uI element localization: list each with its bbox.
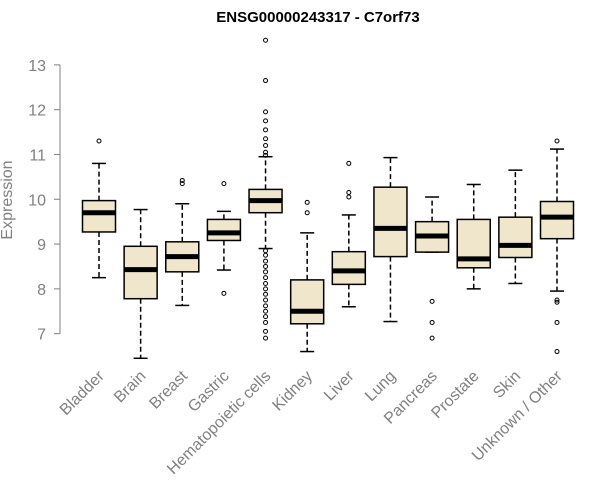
- outlier-point: [179, 177, 185, 183]
- box-unknown-other: [539, 138, 575, 355]
- iqr-box: [206, 218, 242, 242]
- outlier-point: [554, 297, 560, 303]
- outlier-point: [263, 291, 269, 297]
- outlier-point: [554, 319, 560, 325]
- outlier-point: [263, 269, 269, 275]
- y-tick-label: 9: [37, 237, 46, 254]
- iqr-box: [289, 279, 325, 325]
- box-prostate: [456, 183, 491, 290]
- y-tick-label: 11: [29, 147, 46, 164]
- outlier-point: [429, 319, 435, 325]
- iqr-box: [498, 216, 533, 259]
- outlier-point: [346, 194, 352, 200]
- chart-title: ENSG00000243317 - C7orf73: [216, 9, 419, 26]
- outlier-point: [346, 160, 352, 166]
- outlier-point: [263, 143, 269, 149]
- box-gastric: [206, 181, 242, 296]
- outlier-point: [263, 308, 269, 314]
- outlier-point: [263, 109, 269, 115]
- outlier-point: [263, 152, 269, 158]
- outlier-point: [263, 275, 269, 281]
- box-liver: [331, 160, 367, 308]
- x-tick-label: Breast: [146, 367, 191, 412]
- box-bladder: [81, 138, 117, 279]
- y-axis: 7 8 9 10 11 12 13: [28, 58, 61, 344]
- outlier-point: [96, 138, 102, 144]
- iqr-box: [539, 200, 575, 240]
- outlier-point: [263, 136, 269, 142]
- y-tick-label: 10: [28, 192, 46, 209]
- outlier-point: [554, 349, 560, 355]
- outlier-point: [554, 138, 560, 144]
- outlier-point: [429, 298, 435, 304]
- outlier-point: [263, 37, 269, 43]
- x-tick-label: Brain: [111, 368, 149, 406]
- box-breast: [165, 177, 200, 307]
- box-pancreas: [414, 196, 450, 341]
- outlier-point: [263, 252, 269, 258]
- outlier-point: [263, 78, 269, 84]
- box-brain: [123, 208, 158, 360]
- outlier-point: [304, 210, 310, 216]
- outlier-point: [346, 190, 352, 196]
- iqr-box: [331, 250, 367, 286]
- box-hematopoietic-cells: [248, 37, 283, 341]
- outlier-point: [263, 258, 269, 264]
- outlier-point: [263, 149, 269, 155]
- outlier-point: [263, 314, 269, 320]
- x-tick-label: Kidney: [269, 368, 316, 415]
- outlier-point: [263, 127, 269, 133]
- x-tick-label: Lung: [362, 368, 399, 405]
- box-skin: [498, 169, 533, 285]
- y-tick-label: 13: [28, 58, 46, 75]
- outlier-point: [179, 181, 185, 187]
- iqr-box: [123, 245, 158, 300]
- iqr-box: [81, 199, 117, 233]
- x-tick-label: Bladder: [57, 367, 108, 418]
- outlier-point: [263, 280, 269, 286]
- outlier-point: [221, 290, 227, 296]
- box-lung: [373, 156, 408, 323]
- outlier-point: [304, 199, 310, 205]
- iqr-box: [373, 186, 408, 258]
- outlier-point: [263, 118, 269, 124]
- box-kidney: [289, 199, 325, 353]
- boxes-group: [81, 37, 575, 360]
- y-axis-label: Expression: [0, 160, 16, 239]
- outlier-point: [263, 328, 269, 334]
- outlier-point: [263, 248, 269, 254]
- outlier-point: [263, 335, 269, 341]
- outlier-point: [263, 263, 269, 269]
- y-tick-label: 12: [28, 103, 46, 120]
- outlier-point: [263, 297, 269, 303]
- x-tick-label: Liver: [321, 367, 358, 404]
- outlier-point: [554, 299, 560, 305]
- outlier-point: [263, 303, 269, 309]
- y-tick-label: 7: [37, 327, 46, 344]
- outlier-point: [263, 286, 269, 292]
- outlier-point: [429, 335, 435, 341]
- outlier-point: [221, 181, 227, 187]
- y-tick-label: 8: [37, 282, 46, 299]
- outlier-point: [263, 319, 269, 325]
- x-tick-label: Skin: [490, 368, 524, 402]
